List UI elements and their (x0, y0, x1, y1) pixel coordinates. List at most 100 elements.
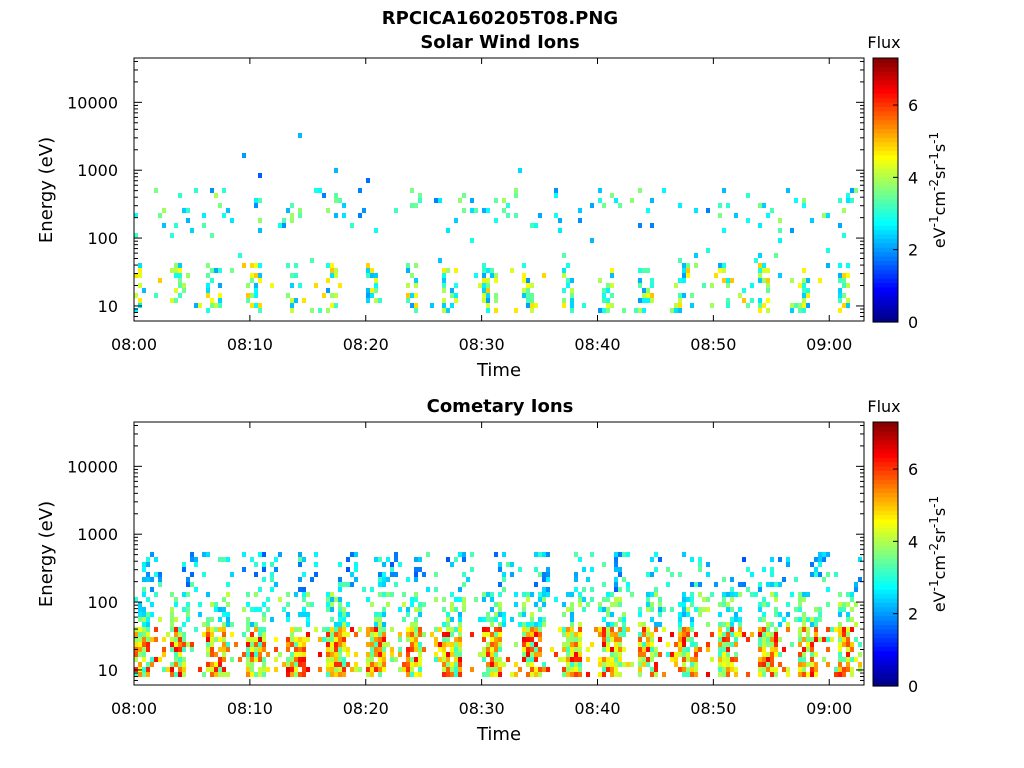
spectrogram-cell (570, 288, 574, 293)
spectrogram-cell (198, 612, 202, 617)
spectrogram-cell (342, 213, 346, 218)
spectrogram-cell (222, 557, 226, 562)
spectrogram-cell (414, 622, 418, 627)
x-tick-label: 08:30 (459, 699, 505, 718)
spectrogram-cell (842, 273, 846, 278)
spectrogram-cell (758, 632, 762, 637)
spectrogram-cell (654, 662, 658, 667)
spectrogram-cell (522, 278, 526, 283)
spectrogram-cell (142, 288, 146, 293)
spectrogram-cell (602, 627, 606, 632)
spectrogram-cell (502, 198, 506, 203)
spectrogram-cell (414, 647, 418, 652)
spectrogram-cell (250, 662, 254, 667)
spectrogram-cell (370, 657, 374, 662)
spectrogram-cell (146, 672, 150, 677)
spectrogram-cell (342, 627, 346, 632)
spectrogram-cell (386, 602, 390, 607)
spectrogram-cell (346, 632, 350, 637)
spectrogram-cell (638, 223, 642, 228)
spectrogram-cell (442, 647, 446, 652)
solar-wind-panel: Solar Wind Ions 08:00 08:10 08:20 08:30 08:4… (36, 32, 949, 381)
spectrogram-cell (154, 627, 158, 632)
spectrogram-cell (846, 592, 850, 597)
spectrogram-cell (538, 627, 542, 632)
spectrogram-cell (638, 632, 642, 637)
colorbar-swatch (873, 461, 898, 467)
spectrogram-cell (614, 642, 618, 647)
spectrogram-cell (174, 223, 178, 228)
spectrogram-cell (494, 298, 498, 303)
spectrogram-cell (650, 557, 654, 562)
spectrogram-cell (370, 602, 374, 607)
spectrogram-cell (654, 622, 658, 627)
spectrogram-cell (414, 567, 418, 572)
spectrogram-cell (730, 657, 734, 662)
colorbar-swatch (873, 137, 898, 143)
spectrogram-cell (838, 667, 842, 672)
colorbar-swatch (873, 620, 898, 625)
spectrogram-cell (614, 622, 618, 627)
spectrogram-cell (210, 617, 214, 622)
colorbar-swatch (873, 527, 898, 533)
spectrogram-cell (606, 662, 610, 667)
spectrogram-cell (450, 662, 454, 667)
spectrogram-cell (298, 552, 302, 557)
spectrogram-cell (638, 647, 642, 652)
spectrogram-cell (610, 602, 614, 607)
spectrogram-cell (222, 632, 226, 637)
colorbar-swatch (873, 203, 898, 209)
spectrogram-cell (530, 637, 534, 642)
spectrogram-cell (450, 562, 454, 567)
spectrogram-cell (450, 617, 454, 622)
spectrogram-cell (182, 657, 186, 662)
spectrogram-cell (614, 587, 618, 592)
spectrogram-cell (610, 662, 614, 667)
spectrogram-cell (514, 662, 518, 667)
spectrogram-cell (814, 632, 818, 637)
spectrogram-cell (518, 567, 522, 572)
spectrogram-cell (726, 672, 730, 677)
spectrogram-cell (146, 617, 150, 622)
spectrogram-cell (290, 213, 294, 218)
x-axis-label: Time (476, 724, 521, 745)
spectrogram-cell (854, 188, 858, 193)
spectrogram-cell (162, 223, 166, 228)
spectrogram-cell (678, 278, 682, 283)
spectrogram-cell (458, 647, 462, 652)
spectrogram-cell (414, 557, 418, 562)
spectrogram-cell (186, 607, 190, 612)
spectrogram-cell (566, 642, 570, 647)
spectrogram-cell (838, 288, 842, 293)
spectrogram-cell (186, 577, 190, 582)
spectrogram-cell (230, 268, 234, 273)
spectrogram-cell (566, 657, 570, 662)
spectrogram-cell (802, 627, 806, 632)
spectrogram-cell (718, 637, 722, 642)
spectrogram-cell (486, 208, 490, 213)
spectrogram-cell (346, 612, 350, 617)
spectrogram-cell (394, 208, 398, 213)
spectrogram-cell (382, 632, 386, 637)
spectrogram-cell (606, 632, 610, 637)
spectrogram-cell (138, 602, 142, 607)
spectrogram-cell (610, 193, 614, 198)
spectrogram-cell (250, 632, 254, 637)
spectrogram-cell (450, 632, 454, 637)
spectrogram-cell (614, 577, 618, 582)
spectrogram-cell (506, 657, 510, 662)
spectrogram-cell (258, 198, 262, 203)
spectrogram-cell (290, 303, 294, 308)
spectrogram-cell (650, 632, 654, 637)
spectrogram-cell (774, 632, 778, 637)
spectrogram-cell (726, 647, 730, 652)
spectrogram-cell (570, 308, 574, 313)
spectrogram-cell (378, 657, 382, 662)
spectrogram-cell (606, 622, 610, 627)
spectrogram-cell (722, 657, 726, 662)
spectrogram-cell (722, 642, 726, 647)
spectrogram-cell (250, 557, 254, 562)
spectrogram-cell (522, 632, 526, 637)
spectrogram-cell (778, 273, 782, 278)
